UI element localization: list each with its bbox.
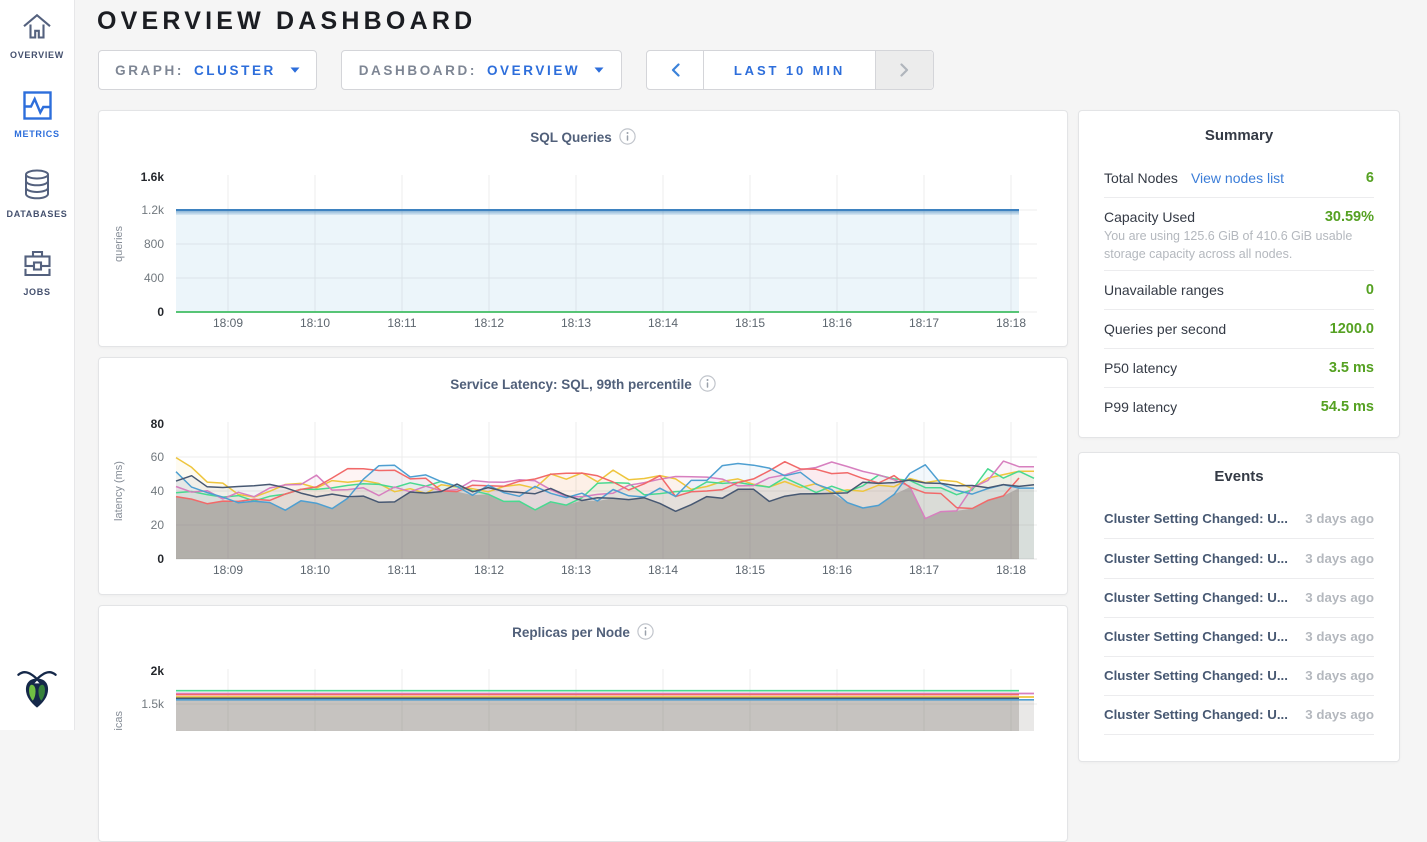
svg-text:queries: queries bbox=[113, 225, 125, 262]
svg-text:18:16: 18:16 bbox=[822, 316, 852, 330]
svg-text:replicas: replicas bbox=[113, 711, 125, 731]
svg-text:18:12: 18:12 bbox=[474, 316, 504, 330]
svg-text:1.5k: 1.5k bbox=[141, 697, 165, 711]
svg-text:18:14: 18:14 bbox=[648, 563, 678, 577]
svg-text:800: 800 bbox=[144, 237, 164, 251]
svg-text:18:13: 18:13 bbox=[561, 316, 591, 330]
svg-text:18:14: 18:14 bbox=[648, 316, 678, 330]
svg-text:80: 80 bbox=[151, 417, 165, 431]
svg-text:60: 60 bbox=[151, 450, 165, 464]
svg-text:18:18: 18:18 bbox=[996, 316, 1026, 330]
svg-text:18:09: 18:09 bbox=[213, 563, 243, 577]
svg-text:0: 0 bbox=[157, 552, 164, 566]
svg-text:20: 20 bbox=[151, 518, 165, 532]
svg-text:2k: 2k bbox=[151, 664, 165, 678]
svg-text:18:10: 18:10 bbox=[300, 563, 330, 577]
svg-text:18:13: 18:13 bbox=[561, 563, 591, 577]
svg-text:latency (ms): latency (ms) bbox=[113, 461, 125, 521]
svg-text:18:17: 18:17 bbox=[909, 316, 939, 330]
svg-text:18:15: 18:15 bbox=[735, 316, 765, 330]
svg-text:18:15: 18:15 bbox=[735, 563, 765, 577]
svg-text:18:18: 18:18 bbox=[996, 563, 1026, 577]
svg-text:18:10: 18:10 bbox=[300, 316, 330, 330]
svg-text:18:09: 18:09 bbox=[213, 316, 243, 330]
svg-text:1.6k: 1.6k bbox=[141, 170, 165, 184]
svg-text:18:11: 18:11 bbox=[387, 316, 416, 330]
svg-text:400: 400 bbox=[144, 271, 164, 285]
svg-text:18:12: 18:12 bbox=[474, 563, 504, 577]
svg-text:0: 0 bbox=[157, 305, 164, 319]
svg-text:40: 40 bbox=[151, 484, 165, 498]
svg-text:18:17: 18:17 bbox=[909, 563, 939, 577]
svg-text:18:16: 18:16 bbox=[822, 563, 852, 577]
svg-text:18:11: 18:11 bbox=[387, 563, 416, 577]
svg-text:1.2k: 1.2k bbox=[141, 203, 165, 217]
